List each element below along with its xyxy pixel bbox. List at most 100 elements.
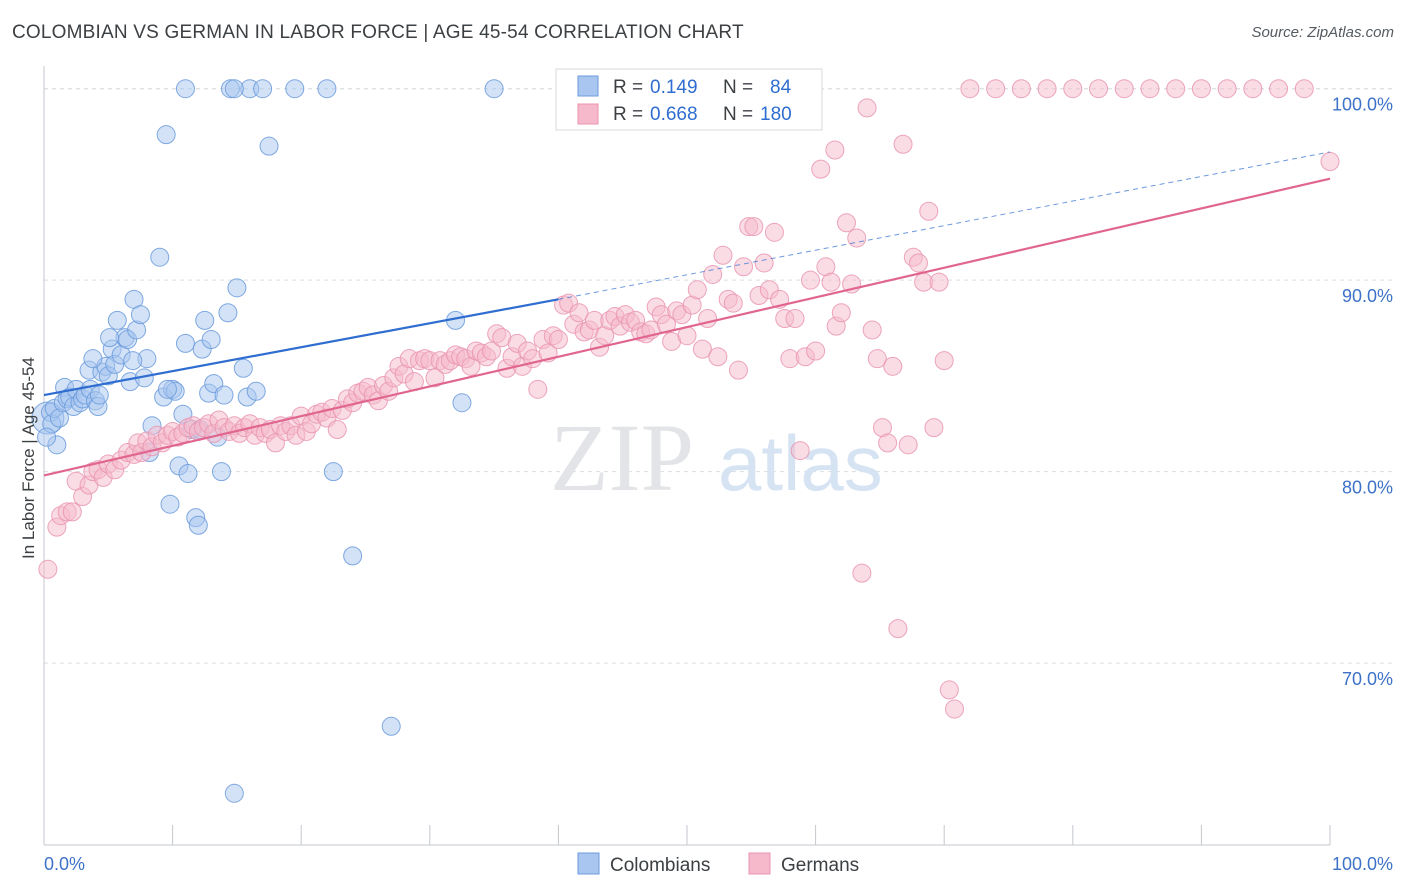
germans-point (38, 559, 58, 579)
germans-point (919, 201, 939, 221)
germans-point (1063, 79, 1083, 99)
y-tick-label: 90.0% (1342, 286, 1393, 306)
watermark-atlas: atlas (718, 419, 883, 507)
germans-point (703, 264, 723, 284)
germans-point (687, 280, 707, 300)
chart-title: COLOMBIAN VS GERMAN IN LABOR FORCE | AGE… (12, 22, 744, 43)
germans-point (528, 379, 548, 399)
legend-n-label-colombians: N = (723, 77, 753, 98)
germans-point (800, 270, 820, 290)
germans-point (1320, 151, 1340, 171)
colombians-point (343, 546, 363, 566)
colombians-point (253, 79, 273, 99)
germans-point (790, 441, 810, 461)
series-germans (38, 79, 1340, 719)
germans-point (831, 303, 851, 323)
watermark: ZIP atlas (550, 404, 883, 511)
germans-point (656, 314, 676, 334)
legend-n-value-colombians: 84 (770, 77, 792, 98)
germans-point (888, 619, 908, 639)
colombians-point (285, 79, 305, 99)
bottom-legend-label-germans: Germans (781, 855, 859, 876)
germans-point (1089, 79, 1109, 99)
germans-point (934, 351, 954, 371)
colombians-point (83, 349, 103, 369)
colombians-point (201, 330, 221, 350)
germans-point (785, 308, 805, 328)
germans-point (908, 253, 928, 273)
colombians-point (157, 379, 177, 399)
germans-point (821, 272, 841, 292)
colombians-point (484, 79, 504, 99)
germans-point (944, 699, 964, 719)
colombians-point (259, 136, 279, 156)
germans-point (929, 272, 949, 292)
colombians-point (323, 462, 343, 482)
germans-point (1294, 79, 1314, 99)
germans-point (811, 159, 831, 179)
colombians-point (246, 381, 266, 401)
colombians-point (233, 358, 253, 378)
colombians-point (224, 783, 244, 803)
germans-point (825, 140, 845, 160)
germans-point (847, 228, 867, 248)
legend-r-value-germans: 0.668 (650, 104, 698, 125)
germans-point (62, 502, 82, 522)
germans-point (898, 435, 918, 455)
germans-point (754, 253, 774, 273)
bottom-legend: Colombians Germans (577, 852, 859, 876)
germans-point (1243, 79, 1263, 99)
germans-point (728, 360, 748, 380)
germans-point (893, 134, 913, 154)
colombians-point (381, 716, 401, 736)
germans-point (960, 79, 980, 99)
germans-point (1037, 79, 1057, 99)
colombians-point (227, 278, 247, 298)
germans-point (806, 341, 826, 361)
colombians-point (150, 247, 170, 267)
colombians-point (178, 464, 198, 484)
germans-point (708, 347, 728, 367)
germans-point (939, 680, 959, 700)
germans-point (327, 420, 347, 440)
y-axis-label: In Labor Force | Age 45-54 (19, 357, 38, 559)
germans-point (862, 320, 882, 340)
colombians-point (218, 303, 238, 323)
x-tick-label-min: 0.0% (44, 854, 85, 874)
germans-point (1166, 79, 1186, 99)
trend-lines (43, 151, 1331, 477)
colombians-point (211, 462, 231, 482)
germans-point (548, 330, 568, 350)
germans-point (569, 303, 589, 323)
colombians-point (37, 427, 57, 447)
y-tick-label: 100.0% (1332, 95, 1393, 115)
legend-r-value-colombians: 0.149 (650, 77, 698, 98)
colombians-point (452, 393, 472, 413)
germans-point (1114, 79, 1134, 99)
colombians-point (100, 328, 120, 348)
colombians-point (224, 79, 244, 99)
colombians-point (175, 333, 195, 353)
colombians-point (130, 305, 150, 325)
colombians-point (107, 310, 127, 330)
germans-point (986, 79, 1006, 99)
germans-point (425, 368, 445, 388)
germans-point (723, 293, 743, 313)
germans-point (734, 257, 754, 277)
bottom-legend-swatch-germans (748, 852, 771, 875)
watermark-zip: ZIP (550, 404, 694, 511)
colombians-point (317, 79, 337, 99)
legend-r-label-colombians: R = (613, 77, 643, 98)
colombians-point (123, 351, 143, 371)
legend-r-label-germans: R = (613, 104, 643, 125)
axes (43, 66, 1331, 846)
germans-point (1011, 79, 1031, 99)
bottom-legend-swatch-colombians (577, 852, 600, 875)
germans-point (482, 341, 502, 361)
legend-n-value-germans: 180 (760, 104, 792, 125)
colombians-point (156, 125, 176, 145)
germans-point (857, 98, 877, 118)
y-tick-label: 80.0% (1342, 478, 1393, 498)
germans-point (836, 213, 856, 233)
bottom-legend-label-colombians: Colombians (610, 855, 710, 876)
